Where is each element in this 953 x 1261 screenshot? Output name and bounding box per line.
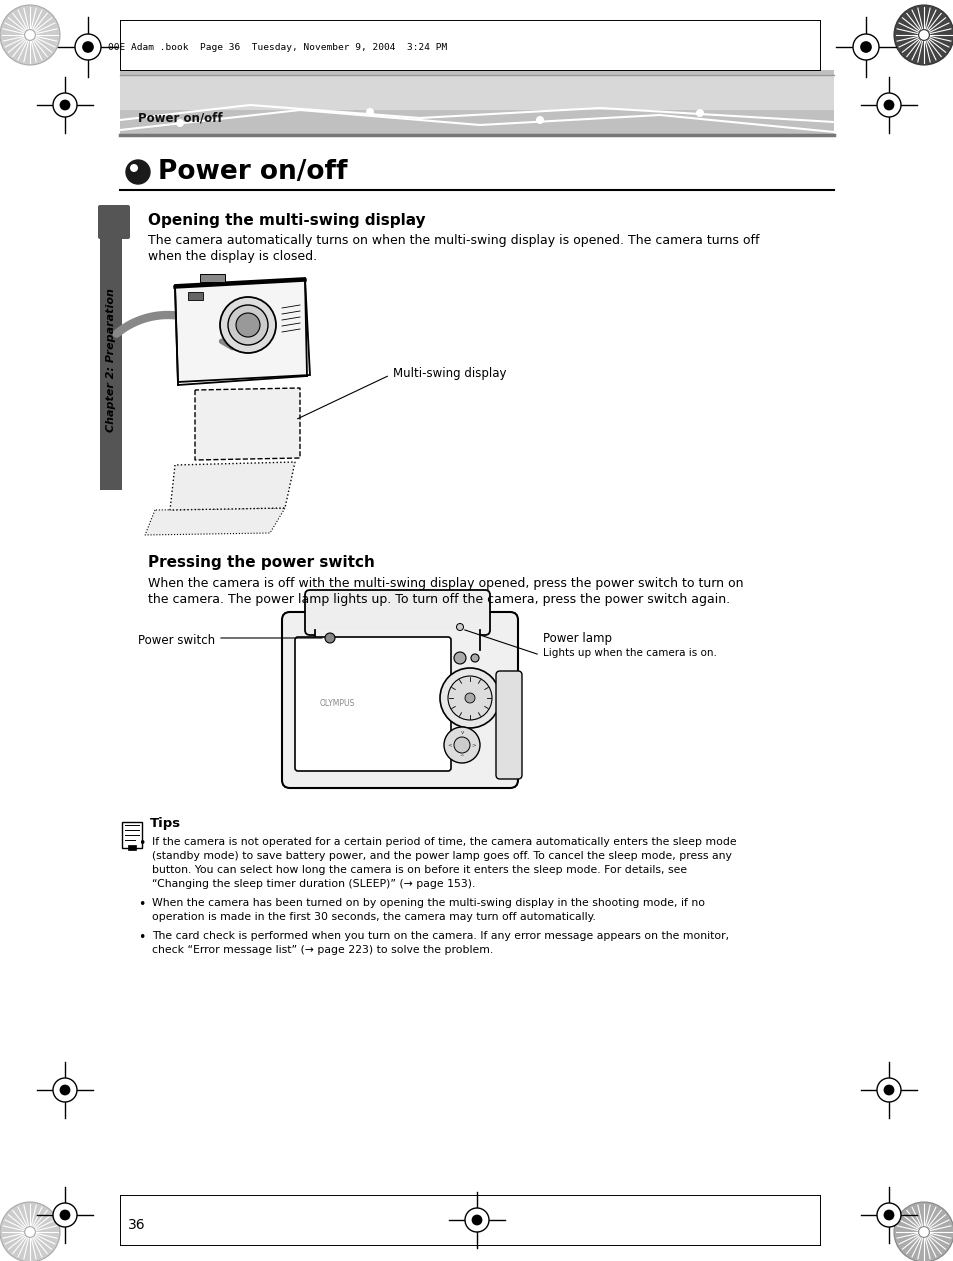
Text: button. You can select how long the camera is on before it enters the sleep mode: button. You can select how long the came… <box>152 865 686 875</box>
Circle shape <box>175 119 184 127</box>
FancyBboxPatch shape <box>98 206 130 240</box>
FancyBboxPatch shape <box>294 637 451 770</box>
Circle shape <box>228 305 268 346</box>
Circle shape <box>448 676 492 720</box>
Circle shape <box>454 652 465 665</box>
Circle shape <box>918 29 928 40</box>
Text: Multi-swing display: Multi-swing display <box>393 367 506 380</box>
Text: >: > <box>471 743 476 748</box>
Circle shape <box>454 736 470 753</box>
Circle shape <box>325 633 335 643</box>
Bar <box>200 274 225 282</box>
Text: ^: ^ <box>459 754 464 759</box>
Circle shape <box>0 5 60 66</box>
Circle shape <box>59 100 71 111</box>
Text: Lights up when the camera is on.: Lights up when the camera is on. <box>542 648 716 658</box>
Circle shape <box>59 1209 71 1221</box>
Circle shape <box>0 1202 60 1261</box>
Text: “Changing the sleep timer duration (SLEEP)” (→ page 153).: “Changing the sleep timer duration (SLEE… <box>152 879 475 889</box>
Bar <box>120 74 833 110</box>
Polygon shape <box>170 462 294 509</box>
Text: If the camera is not operated for a certain period of time, the camera automatic: If the camera is not operated for a cert… <box>152 837 736 847</box>
Circle shape <box>456 623 463 630</box>
Polygon shape <box>145 508 285 535</box>
Circle shape <box>82 42 93 53</box>
Circle shape <box>471 654 478 662</box>
Text: Power switch: Power switch <box>138 633 214 647</box>
Circle shape <box>882 100 894 111</box>
Circle shape <box>220 298 275 353</box>
Circle shape <box>53 1078 77 1102</box>
Circle shape <box>852 34 878 61</box>
FancyBboxPatch shape <box>282 612 517 788</box>
Circle shape <box>464 1208 489 1232</box>
Circle shape <box>882 1209 894 1221</box>
Text: •: • <box>138 931 145 944</box>
Bar <box>188 293 203 300</box>
FancyBboxPatch shape <box>305 590 490 636</box>
Text: Power lamp: Power lamp <box>542 632 612 644</box>
Circle shape <box>126 160 150 184</box>
Text: check “Error message list” (→ page 223) to solve the problem.: check “Error message list” (→ page 223) … <box>152 944 493 955</box>
Circle shape <box>918 1227 928 1237</box>
Circle shape <box>536 116 543 124</box>
Text: when the display is closed.: when the display is closed. <box>148 250 316 264</box>
Text: Pressing the power switch: Pressing the power switch <box>148 555 375 570</box>
Text: 00E Adam .book  Page 36  Tuesday, November 9, 2004  3:24 PM: 00E Adam .book Page 36 Tuesday, November… <box>108 43 447 52</box>
Text: 36: 36 <box>128 1218 146 1232</box>
Circle shape <box>860 42 871 53</box>
Text: Power on/off: Power on/off <box>158 159 347 185</box>
Circle shape <box>464 694 475 702</box>
Circle shape <box>53 1203 77 1227</box>
Bar <box>0 0 953 74</box>
Text: •: • <box>138 837 145 850</box>
Circle shape <box>130 164 138 171</box>
Bar <box>120 71 833 135</box>
Circle shape <box>59 1084 71 1096</box>
Circle shape <box>876 1078 900 1102</box>
Text: (standby mode) to save battery power, and the power lamp goes off. To cancel the: (standby mode) to save battery power, an… <box>152 851 731 861</box>
Text: operation is made in the first 30 seconds, the camera may turn off automatically: operation is made in the first 30 second… <box>152 912 596 922</box>
FancyBboxPatch shape <box>496 671 521 779</box>
Circle shape <box>439 668 499 728</box>
Circle shape <box>882 1084 894 1096</box>
Circle shape <box>893 1202 953 1261</box>
Circle shape <box>471 1214 482 1226</box>
FancyBboxPatch shape <box>122 822 142 847</box>
Bar <box>314 630 479 649</box>
Text: OLYMPUS: OLYMPUS <box>319 699 355 707</box>
Polygon shape <box>174 277 310 382</box>
Text: •: • <box>138 898 145 910</box>
Text: v: v <box>460 730 463 735</box>
Circle shape <box>876 1203 900 1227</box>
Circle shape <box>25 1227 35 1237</box>
Circle shape <box>366 108 374 116</box>
Text: Chapter 2: Preparation: Chapter 2: Preparation <box>106 288 116 433</box>
Text: The card check is performed when you turn on the camera. If any error message ap: The card check is performed when you tur… <box>152 931 728 941</box>
Circle shape <box>235 313 260 337</box>
Text: Opening the multi-swing display: Opening the multi-swing display <box>148 213 425 228</box>
Polygon shape <box>194 388 299 460</box>
Circle shape <box>25 29 35 40</box>
Circle shape <box>696 108 703 117</box>
Text: <: < <box>447 743 452 748</box>
Text: Tips: Tips <box>150 817 181 830</box>
Circle shape <box>893 5 953 66</box>
Text: When the camera has been turned on by opening the multi-swing display in the sho: When the camera has been turned on by op… <box>152 898 704 908</box>
Text: Power on/off: Power on/off <box>138 111 222 125</box>
Text: the camera. The power lamp lights up. To turn off the camera, press the power sw: the camera. The power lamp lights up. To… <box>148 593 729 607</box>
Circle shape <box>53 93 77 117</box>
Text: When the camera is off with the multi-swing display opened, press the power swit: When the camera is off with the multi-sw… <box>148 578 742 590</box>
Circle shape <box>443 728 479 763</box>
Circle shape <box>876 93 900 117</box>
Bar <box>128 845 136 850</box>
Circle shape <box>75 34 101 61</box>
Text: The camera automatically turns on when the multi-swing display is opened. The ca: The camera automatically turns on when t… <box>148 235 759 247</box>
Bar <box>100 230 122 491</box>
